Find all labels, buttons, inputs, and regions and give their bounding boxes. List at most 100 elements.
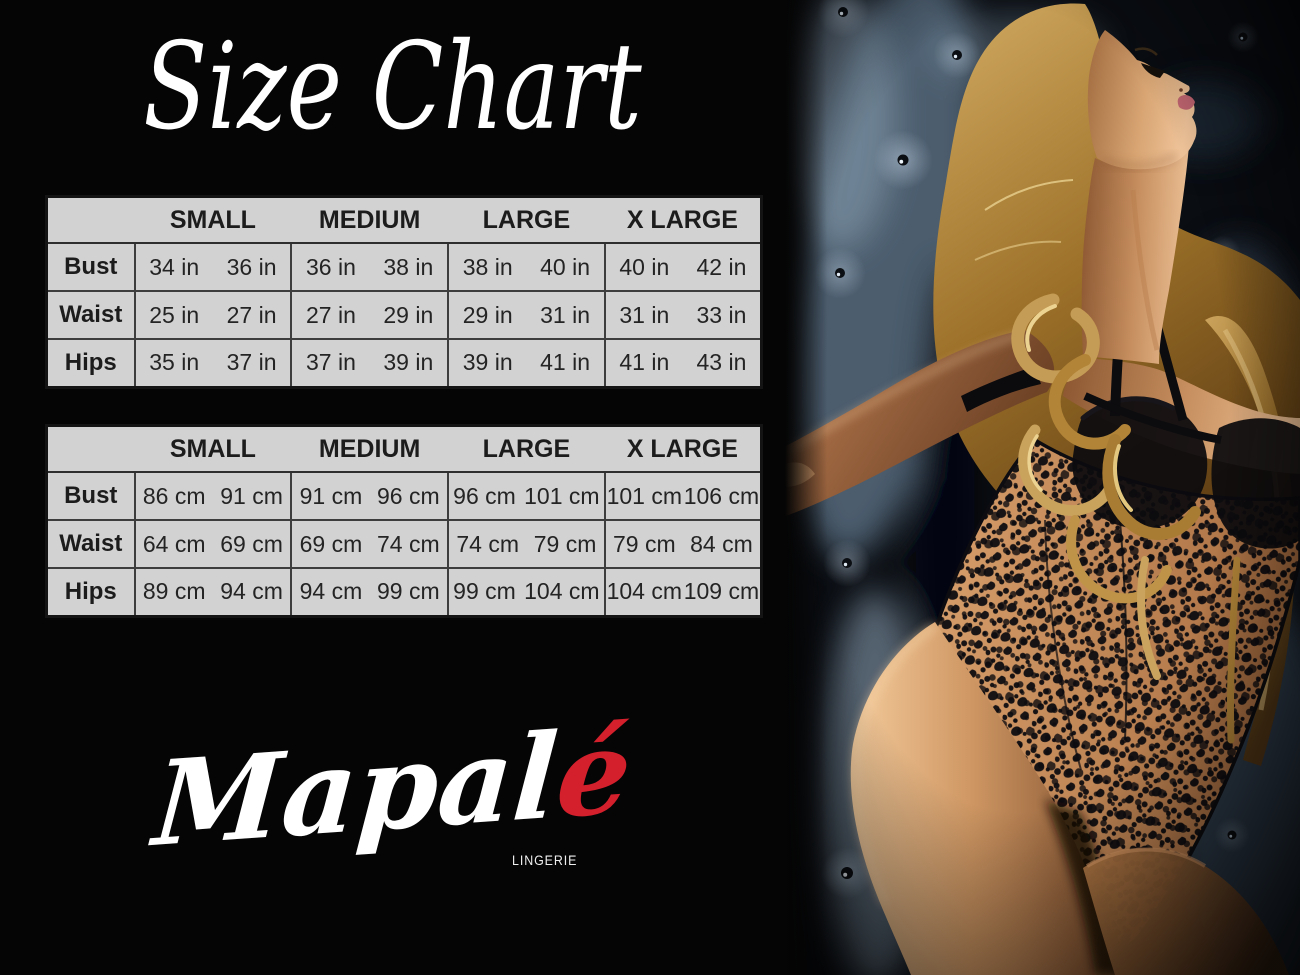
table-row: Bust 34 in 36 in 36 in 38 in 38 in 40 in… [47, 243, 762, 291]
measurement-value: 42 in [696, 253, 747, 280]
measurement-cell: 40 in 42 in [603, 243, 762, 291]
measurement-row-label: Bust [64, 482, 118, 509]
table-row: Waist 64 cm 69 cm 69 cm 74 cm 74 cm 79 c… [46, 519, 762, 568]
measurement-value: 91 cm [220, 482, 283, 509]
measurement-value: 41 in [540, 349, 590, 376]
measurement-value: 69 cm [299, 530, 363, 557]
corner-cell [46, 196, 135, 244]
brand-name-accent: é [552, 702, 636, 845]
measurement-value: 35 in [149, 349, 200, 376]
measurement-value: 91 cm [299, 482, 363, 509]
measurement-value: 40 in [540, 253, 590, 280]
measurement-cell: 39 in 41 in [447, 338, 605, 387]
measurement-value: 99 cm [453, 578, 516, 605]
measurement-value: 79 cm [612, 530, 676, 557]
measurement-value: 41 in [619, 349, 670, 376]
measurement-value: 104 cm [606, 578, 683, 605]
photo-vignette [785, 0, 1300, 975]
measurement-value: 101 cm [524, 482, 600, 509]
brand-logo: Mapalé LINGERIE [0, 703, 785, 902]
measurement-cell: 38 in 40 in [447, 243, 605, 291]
measurement-value: 96 cm [376, 482, 440, 509]
measurement-value: 89 cm [142, 578, 206, 605]
measurement-value: 36 in [226, 253, 277, 280]
measurement-value: 38 in [383, 253, 434, 280]
measurement-value: 25 in [149, 301, 200, 328]
table-row: Hips 35 in 37 in 37 in 39 in 39 in 41 in… [46, 338, 762, 387]
measurement-value: 74 cm [376, 530, 440, 557]
table-row: Hips 89 cm 94 cm 94 cm 99 cm 99 cm 104 c… [46, 567, 762, 616]
measurement-cell: 36 in 38 in [290, 243, 448, 291]
measurement-value: 33 in [696, 301, 747, 328]
measurement-value: 86 cm [142, 482, 206, 509]
measurement-cell: 29 in 31 in [447, 290, 605, 339]
size-table-centimeters: SMALL MEDIUM LARGE X LARGE Bust 86 cm 91… [45, 424, 763, 618]
brand-name-white: Mapal [149, 707, 562, 874]
measurement-cell: 94 cm 99 cm [290, 567, 448, 616]
measurement-value: 94 cm [220, 578, 283, 605]
measurement-value: 31 in [619, 301, 670, 328]
size-column-header: SMALL [134, 425, 292, 473]
measurement-value: 34 in [149, 253, 200, 280]
measurement-cell: 27 in 29 in [290, 290, 448, 339]
measurement-value: 37 in [226, 349, 277, 376]
measurement-value: 38 in [462, 253, 513, 280]
measurement-cell: 31 in 33 in [603, 290, 762, 339]
measurement-value: 69 cm [220, 530, 283, 557]
measurement-cell: 37 in 39 in [290, 338, 448, 387]
measurement-value: 31 in [540, 301, 590, 328]
table-row: Waist 25 in 27 in 27 in 29 in 29 in 31 i… [46, 290, 762, 339]
size-column-header: X LARGE [604, 425, 762, 473]
measurement-cell: 104 cm 109 cm [603, 567, 762, 616]
measurement-value: 37 in [306, 349, 356, 376]
brand-subtitle: LINGERIE [512, 853, 578, 868]
measurement-value: 101 cm [606, 482, 683, 509]
measurement-cell: 101 cm 106 cm [603, 472, 762, 520]
model-photo-illustration [785, 0, 1300, 975]
size-column-header: MEDIUM [291, 425, 448, 473]
measurement-row-label: Waist [46, 290, 135, 339]
brand-name: Mapalé [0, 702, 788, 874]
measurement-cell: 69 cm 74 cm [290, 519, 448, 568]
measurement-value: 27 in [226, 301, 277, 328]
measurement-cell: 74 cm 79 cm [447, 519, 605, 568]
measurement-value: 43 in [696, 349, 747, 376]
measurement-value: 99 cm [376, 578, 440, 605]
size-column-header: SMALL [134, 196, 292, 244]
corner-cell [46, 425, 135, 473]
measurement-cell: 41 in 43 in [603, 338, 762, 387]
measurement-cell: 86 cm 91 cm [133, 472, 292, 520]
table-row: Bust 86 cm 91 cm 91 cm 96 cm 96 cm 101 c… [47, 472, 762, 520]
size-column-header: LARGE [448, 196, 605, 244]
measurement-cell: 35 in 37 in [133, 338, 292, 387]
measurement-row-label: Waist [46, 519, 135, 568]
measurement-row-label: Hips [46, 567, 135, 616]
measurement-value: 40 in [619, 253, 670, 280]
measurement-cell: 79 cm 84 cm [603, 519, 762, 568]
measurement-cell: 64 cm 69 cm [133, 519, 292, 568]
measurement-value: 94 cm [299, 578, 363, 605]
measurement-cell: 34 in 36 in [133, 243, 292, 291]
size-column-header: LARGE [448, 425, 605, 473]
size-header-row: SMALL MEDIUM LARGE X LARGE [46, 196, 762, 244]
measurement-value: 39 in [462, 349, 513, 376]
measurement-value: 36 in [306, 253, 356, 280]
size-column-header: X LARGE [604, 196, 762, 244]
measurement-cell: 91 cm 96 cm [290, 472, 448, 520]
measurement-value: 27 in [306, 301, 356, 328]
measurement-value: 74 cm [456, 530, 519, 557]
size-table-inches: SMALL MEDIUM LARGE X LARGE Bust 34 in 36… [45, 195, 763, 389]
measurement-value: 79 cm [533, 530, 597, 557]
size-header-row: SMALL MEDIUM LARGE X LARGE [46, 425, 762, 473]
measurement-cell: 25 in 27 in [133, 290, 292, 339]
measurement-value: 109 cm [683, 578, 760, 605]
measurement-value: 29 in [462, 301, 513, 328]
measurement-value: 106 cm [683, 482, 760, 509]
measurement-value: 29 in [383, 301, 434, 328]
measurement-value: 104 cm [524, 578, 600, 605]
measurement-value: 39 in [383, 349, 434, 376]
measurement-value: 96 cm [453, 482, 516, 509]
measurement-cell: 99 cm 104 cm [447, 567, 605, 616]
measurement-value: 84 cm [690, 530, 753, 557]
